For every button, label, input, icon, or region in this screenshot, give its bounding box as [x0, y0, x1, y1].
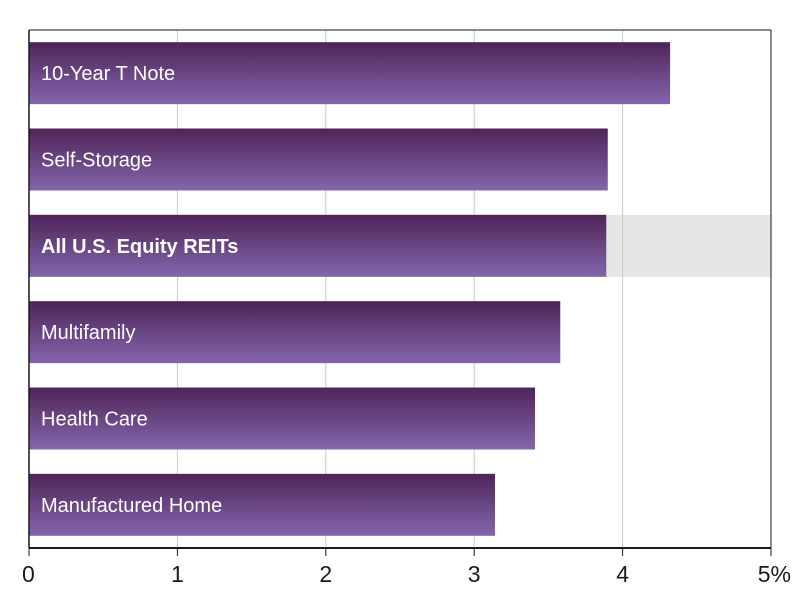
- grid-layer: [176, 30, 624, 548]
- bar-label: Multifamily: [41, 322, 135, 344]
- bar: [29, 387, 536, 450]
- bar-layer: 10-Year T Note Self-Storage All U.S. Equit…: [29, 42, 671, 536]
- x-tick-label: 5%: [758, 561, 791, 587]
- bar: [29, 214, 607, 277]
- bar-label: All U.S. Equity REITs: [41, 236, 238, 258]
- bar-label: Self-Storage: [41, 150, 152, 172]
- bar-label: Manufactured Home: [41, 495, 222, 517]
- x-tick-label: 1: [171, 561, 184, 587]
- x-tick-label: 0: [22, 561, 35, 587]
- x-tick-label: 2: [319, 561, 332, 587]
- bar-label: Health Care: [41, 409, 148, 431]
- x-tick-label: 3: [468, 561, 481, 587]
- bar-label: 10-Year T Note: [41, 63, 175, 85]
- bar: [29, 301, 561, 364]
- frame-layer: [28, 29, 772, 549]
- x-tick-label: 4: [616, 561, 629, 587]
- bar: [29, 128, 608, 191]
- bar: [29, 42, 671, 105]
- tick-layer: 0 1 2 3 4 5%: [22, 548, 791, 587]
- bar: [29, 473, 495, 536]
